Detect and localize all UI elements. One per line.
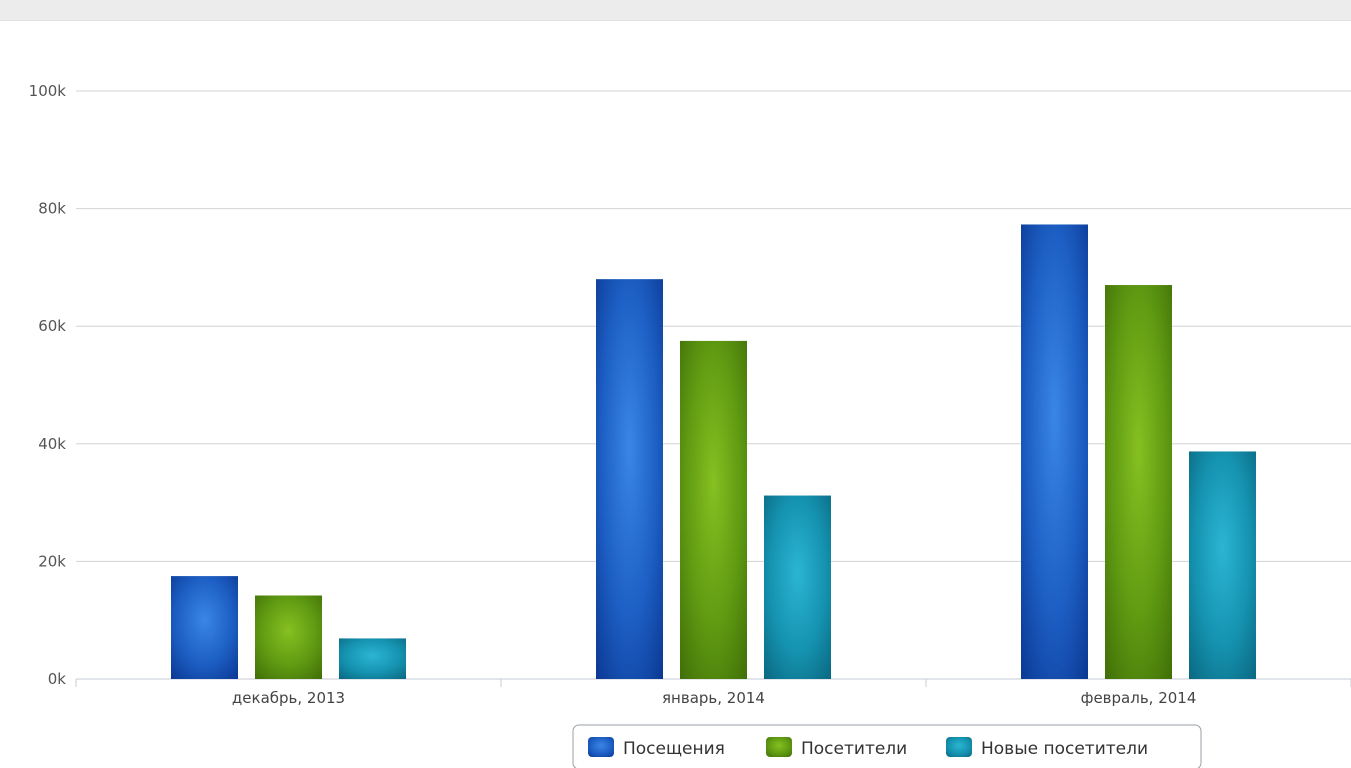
x-category-label: январь, 2014 [662,689,765,707]
y-tick-label: 0k [48,670,67,688]
bar-2-1[interactable] [255,595,322,679]
legend-box [572,724,1202,768]
y-axis-tick-labels: 0k 20k 40k 60k 80k 100k [29,82,67,688]
y-tick-label: 100k [29,82,67,100]
bar-2-3[interactable] [1105,285,1172,679]
bar-3-1[interactable] [339,638,406,679]
bar-1-3[interactable] [1021,224,1088,679]
legend-label-2[interactable]: Посетители [801,739,907,759]
bar-3-2[interactable] [764,495,831,679]
x-category-label: декабрь, 2013 [232,689,345,707]
legend-label-1[interactable]: Посещения [623,739,725,759]
legend-label-3[interactable]: Новые посетители [981,739,1148,759]
legend[interactable]: Посещения Посетители Новые посетители [572,724,1202,768]
top-band [0,0,1351,21]
bar-1-2[interactable] [596,279,663,679]
bar-1-1[interactable] [171,576,238,679]
bars [171,224,1256,679]
bar-3-3[interactable] [1189,451,1256,679]
y-tick-label: 40k [38,435,66,453]
y-tick-label: 20k [38,552,66,570]
x-axis: декабрь, 2013 январь, 2014 февраль, 2014 [75,679,1351,707]
legend-swatch-2[interactable] [766,737,792,757]
x-category-label: февраль, 2014 [1081,689,1197,707]
legend-swatch-3[interactable] [946,737,972,757]
legend-swatch-1[interactable] [588,737,614,757]
y-tick-label: 60k [38,317,66,335]
y-tick-label: 80k [38,200,66,218]
bar-2-2[interactable] [680,340,747,679]
